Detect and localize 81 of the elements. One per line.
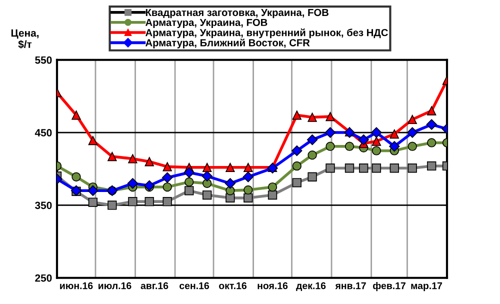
point [344, 142, 354, 151]
point [184, 177, 194, 187]
point [108, 152, 117, 162]
point [88, 198, 98, 207]
legend-label: Арматура, Ближний Восток, CFR [146, 38, 310, 48]
x-tick-label: авг.16 [140, 282, 168, 290]
point [359, 164, 368, 173]
point [244, 193, 253, 203]
point [372, 164, 382, 173]
point [268, 190, 278, 200]
point [162, 196, 172, 206]
point [427, 138, 436, 148]
point [202, 190, 212, 200]
point [144, 196, 154, 206]
point [389, 141, 400, 152]
point [224, 178, 236, 189]
point [202, 170, 212, 182]
point [408, 114, 417, 124]
point [324, 127, 336, 138]
x-tick-label: июл.16 [98, 282, 132, 290]
point [358, 134, 369, 146]
point [144, 157, 154, 166]
point [372, 136, 382, 146]
point [326, 142, 335, 151]
legend-label: Арматура, Украина, FOB [146, 18, 268, 28]
point [127, 178, 138, 189]
point [308, 150, 317, 160]
y-tick-label: 550 [35, 56, 52, 64]
point [184, 186, 194, 196]
point [326, 112, 335, 122]
point [184, 167, 194, 178]
point [88, 185, 98, 196]
point [427, 161, 436, 171]
point [292, 110, 302, 120]
point [128, 154, 138, 164]
y-tick-label: 250 [35, 274, 52, 282]
point [308, 112, 317, 122]
legend-label: Арматура, Украина, внутренний рынок, без НДС [146, 28, 388, 38]
point [72, 172, 81, 182]
point [226, 193, 235, 203]
point [88, 136, 98, 146]
point [408, 164, 417, 173]
point [162, 162, 172, 172]
y-axis-title: Цена, $/т [11, 29, 39, 49]
point [390, 129, 399, 139]
x-tick-label: ноя.16 [258, 282, 288, 290]
y-tick-label: 350 [35, 202, 52, 210]
point [407, 127, 418, 138]
point [162, 172, 173, 183]
point [226, 162, 235, 172]
point [292, 145, 302, 156]
point [372, 146, 382, 156]
point [326, 164, 335, 173]
y-tick-label: 450 [34, 129, 52, 136]
point [371, 127, 382, 138]
x-tick-label: дек.16 [296, 282, 326, 292]
point [244, 162, 253, 172]
x-tick-label: янв.17 [335, 282, 366, 290]
point [306, 134, 318, 146]
point [108, 200, 117, 210]
point [308, 172, 317, 182]
point [292, 161, 302, 171]
point [202, 162, 212, 172]
point [242, 172, 254, 182]
point [427, 106, 436, 116]
legend-label: Квадратная заготовка, Украина, FOB [146, 8, 328, 18]
point [292, 178, 302, 188]
x-tick-label: мар.17 [411, 282, 442, 292]
point [344, 164, 354, 173]
point [390, 164, 399, 173]
x-tick-label: июн.16 [60, 282, 93, 290]
x-tick-label: фев.17 [373, 282, 406, 292]
point [162, 182, 172, 192]
x-tick-label: сен.16 [180, 282, 210, 290]
x-tick-label: окт.16 [219, 282, 247, 290]
point [72, 110, 81, 120]
point [426, 119, 437, 130]
point [128, 196, 138, 206]
point [408, 142, 417, 151]
point [268, 182, 278, 192]
point [244, 185, 253, 195]
